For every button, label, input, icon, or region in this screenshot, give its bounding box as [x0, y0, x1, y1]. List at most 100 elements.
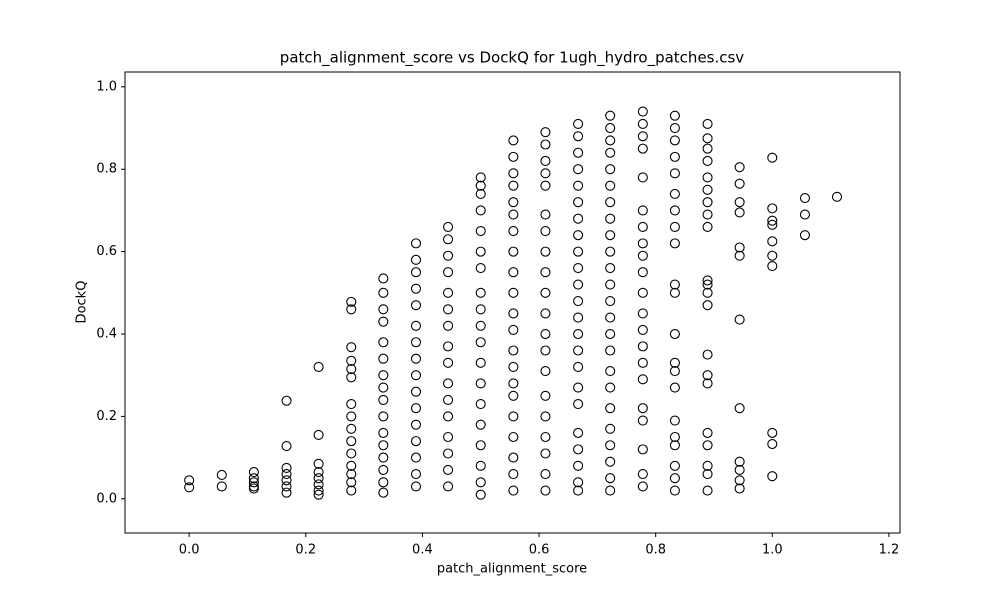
point — [540, 411, 551, 422]
point — [702, 485, 713, 496]
point — [702, 370, 713, 381]
point — [540, 139, 551, 150]
point — [669, 188, 680, 199]
point — [637, 205, 648, 216]
point — [378, 452, 389, 463]
point — [637, 374, 648, 385]
point — [669, 279, 680, 290]
point — [767, 250, 778, 261]
point — [346, 485, 357, 496]
point — [669, 168, 680, 179]
point — [540, 448, 551, 459]
point — [443, 431, 454, 443]
point — [443, 448, 454, 459]
point — [475, 287, 486, 298]
point — [443, 320, 454, 331]
point — [605, 122, 616, 134]
point — [508, 411, 519, 422]
point — [508, 469, 519, 480]
point — [475, 205, 486, 216]
point — [573, 382, 584, 393]
point — [540, 366, 551, 377]
point — [831, 191, 843, 202]
point — [313, 429, 324, 440]
point — [410, 469, 422, 480]
chart-title: patch_alignment_score vs DockQ for 1ugh_… — [280, 49, 745, 68]
point — [540, 246, 551, 257]
point — [475, 337, 486, 348]
point — [184, 475, 195, 486]
point — [734, 207, 745, 218]
point — [508, 246, 519, 257]
point — [443, 304, 454, 315]
point — [346, 411, 357, 422]
point — [669, 460, 680, 471]
point — [605, 328, 616, 340]
point — [313, 489, 324, 500]
point — [378, 487, 389, 498]
point — [248, 473, 259, 484]
point — [313, 473, 324, 484]
point — [248, 477, 259, 488]
x-tick-label: 0.0 — [179, 543, 200, 558]
point — [508, 361, 519, 373]
point — [767, 427, 778, 438]
point — [799, 193, 810, 204]
point — [475, 304, 486, 315]
point — [573, 361, 584, 373]
point — [540, 287, 551, 298]
point — [669, 151, 680, 162]
point — [378, 370, 389, 381]
point — [637, 221, 648, 232]
point — [216, 481, 227, 492]
point — [637, 106, 648, 117]
point — [378, 411, 389, 422]
point — [573, 485, 584, 496]
point — [573, 180, 584, 191]
point — [443, 378, 454, 389]
point — [734, 242, 745, 253]
point — [669, 205, 680, 216]
point — [281, 481, 292, 492]
point — [702, 469, 713, 480]
point — [443, 267, 454, 278]
point — [346, 372, 357, 383]
point — [702, 427, 713, 438]
point — [669, 328, 680, 340]
point — [605, 485, 616, 496]
point — [508, 345, 519, 356]
point — [734, 178, 745, 189]
point — [669, 366, 680, 377]
point — [508, 168, 519, 179]
point — [669, 221, 680, 232]
point — [702, 275, 713, 286]
point — [605, 110, 616, 121]
point — [637, 238, 648, 249]
point — [767, 471, 778, 482]
point — [702, 300, 713, 311]
point — [410, 403, 422, 414]
point — [540, 390, 551, 401]
point — [378, 477, 389, 488]
point — [573, 147, 584, 158]
point — [573, 427, 584, 438]
point — [702, 440, 713, 451]
point — [443, 287, 454, 298]
point — [475, 188, 486, 199]
point — [573, 477, 584, 488]
point — [540, 485, 551, 496]
point — [767, 260, 778, 272]
point — [508, 308, 519, 319]
point — [540, 328, 551, 340]
y-tick-label: 1.0 — [96, 79, 117, 94]
point — [573, 345, 584, 356]
point — [378, 316, 389, 327]
point — [734, 464, 745, 476]
y-tick-label: 0.2 — [96, 409, 117, 424]
x-axis-label: patch_alignment_score — [437, 562, 587, 577]
point — [216, 469, 227, 480]
point — [637, 357, 648, 368]
point — [605, 164, 616, 175]
